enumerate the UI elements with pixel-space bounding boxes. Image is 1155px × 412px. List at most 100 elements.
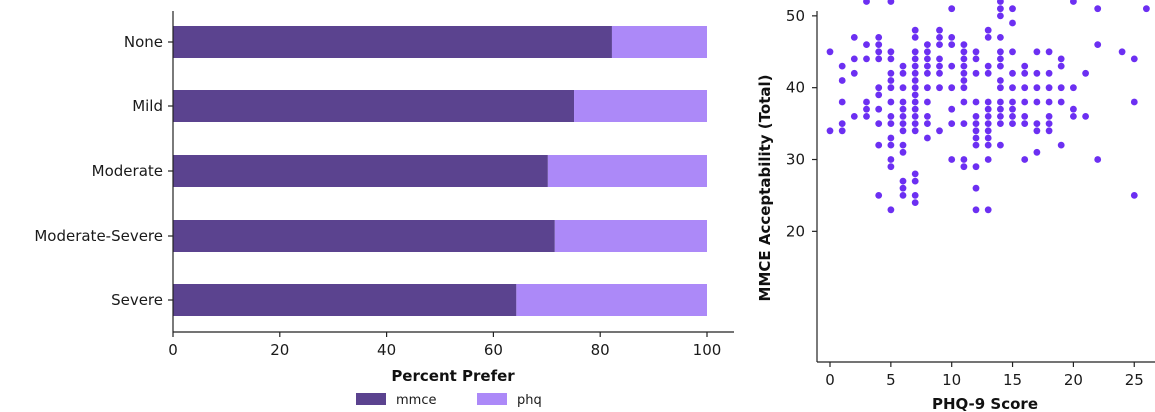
- scatter-point: [887, 113, 895, 120]
- scatter-point: [1070, 84, 1077, 92]
- scatter-point: [887, 98, 895, 106]
- scatter-point: [850, 113, 858, 120]
- scatter-point: [911, 98, 919, 106]
- scatter-point: [1021, 156, 1029, 163]
- scatter-point: [936, 127, 943, 135]
- scatter-point: [826, 48, 834, 56]
- scatter-point: [887, 77, 895, 84]
- scatter-point: [887, 48, 895, 56]
- scatter-point: [1021, 113, 1029, 120]
- scatter-point: [1033, 84, 1041, 92]
- scatter-point: [911, 199, 919, 207]
- scatter-point: [972, 98, 980, 106]
- scatter-point: [997, 98, 1004, 106]
- scatter-point: [887, 206, 895, 214]
- scatter-point: [1045, 84, 1053, 92]
- scatter-point: [936, 62, 943, 70]
- scatter-point: [887, 84, 895, 92]
- scatter-point: [875, 105, 883, 113]
- scatter-point: [1021, 62, 1029, 70]
- scatter-point: [997, 0, 1004, 5]
- scatter-point: [960, 69, 968, 77]
- scatter-point: [899, 105, 907, 113]
- scatter-point: [911, 105, 919, 113]
- scatter-y-tick-label: 40: [786, 79, 805, 97]
- scatter-point: [948, 41, 956, 48]
- scatter-point: [960, 98, 968, 106]
- scatter-x-ticks: 0 5 10 15 20 25: [825, 362, 1144, 389]
- scatter-point: [960, 84, 968, 92]
- scatter-point: [1009, 19, 1016, 27]
- scatter-point: [911, 113, 919, 120]
- bar-legend: mmce phq: [356, 393, 542, 408]
- scatter-point: [911, 77, 919, 84]
- scatter-point: [911, 120, 919, 127]
- scatter-point: [997, 12, 1004, 20]
- scatter-point: [838, 77, 846, 84]
- scatter-point: [984, 62, 992, 70]
- scatter-point: [936, 26, 943, 34]
- scatter-y-tick-label: 20: [786, 222, 805, 240]
- scatter-point: [997, 105, 1004, 113]
- scatter-point: [972, 206, 980, 214]
- scatter-x-tick-label: 15: [1003, 371, 1022, 389]
- scatter-point: [948, 5, 956, 13]
- scatter-point: [1070, 105, 1077, 113]
- scatter-point: [960, 62, 968, 70]
- scatter-point: [911, 177, 919, 185]
- scatter-point: [972, 120, 980, 127]
- scatter-point: [997, 55, 1004, 63]
- scatter-point: [1009, 120, 1016, 127]
- scatter-point: [936, 84, 943, 92]
- scatter-point: [1009, 98, 1016, 106]
- scatter-point: [972, 113, 980, 120]
- scatter-point: [984, 105, 992, 113]
- scatter-point: [984, 69, 992, 77]
- scatter-point: [1021, 69, 1029, 77]
- bar-x-tick-label: 60: [484, 341, 503, 359]
- legend-swatch-mmce: [356, 393, 386, 405]
- scatter-point: [948, 84, 956, 92]
- scatter-point: [1057, 55, 1065, 63]
- scatter-point: [899, 120, 907, 127]
- bar-mmce-moderate: [173, 155, 548, 187]
- scatter-point: [875, 120, 883, 127]
- bar-x-tick-label: 100: [693, 341, 722, 359]
- scatter-point: [911, 192, 919, 199]
- scatter-point: [1045, 127, 1053, 135]
- bar-x-tick-label: 20: [270, 341, 289, 359]
- scatter-point: [1021, 84, 1029, 92]
- scatter-point: [911, 69, 919, 77]
- scatter-point: [875, 34, 883, 41]
- scatter-point: [984, 206, 992, 214]
- scatter-point: [997, 5, 1004, 13]
- scatter-point: [887, 141, 895, 149]
- scatter-x-axis-title: PHQ-9 Score: [932, 395, 1038, 412]
- scatter-point: [1057, 98, 1065, 106]
- scatter-point: [948, 156, 956, 163]
- scatter-point: [1033, 127, 1041, 135]
- scatter-point: [1057, 62, 1065, 70]
- scatter-point: [984, 98, 992, 106]
- scatter-point: [899, 62, 907, 70]
- scatter-point: [1045, 113, 1053, 120]
- scatter-point: [887, 0, 895, 5]
- scatter-point: [875, 91, 883, 99]
- scatter-point: [972, 134, 980, 142]
- scatter-point: [875, 141, 883, 149]
- scatter-x-tick-label: 25: [1125, 371, 1144, 389]
- scatter-point: [875, 41, 883, 48]
- scatter-point: [984, 120, 992, 127]
- scatter-point: [1082, 69, 1089, 77]
- scatter-point: [972, 141, 980, 149]
- scatter-point: [1094, 5, 1102, 13]
- scatter-point: [1057, 141, 1065, 149]
- scatter-point: [972, 127, 980, 135]
- scatter-point: [997, 34, 1004, 41]
- scatter-point: [911, 91, 919, 99]
- scatter-point: [911, 48, 919, 56]
- scatter-point: [948, 62, 956, 70]
- scatter-point: [1082, 113, 1089, 120]
- bar-phq-moderate: [547, 155, 707, 187]
